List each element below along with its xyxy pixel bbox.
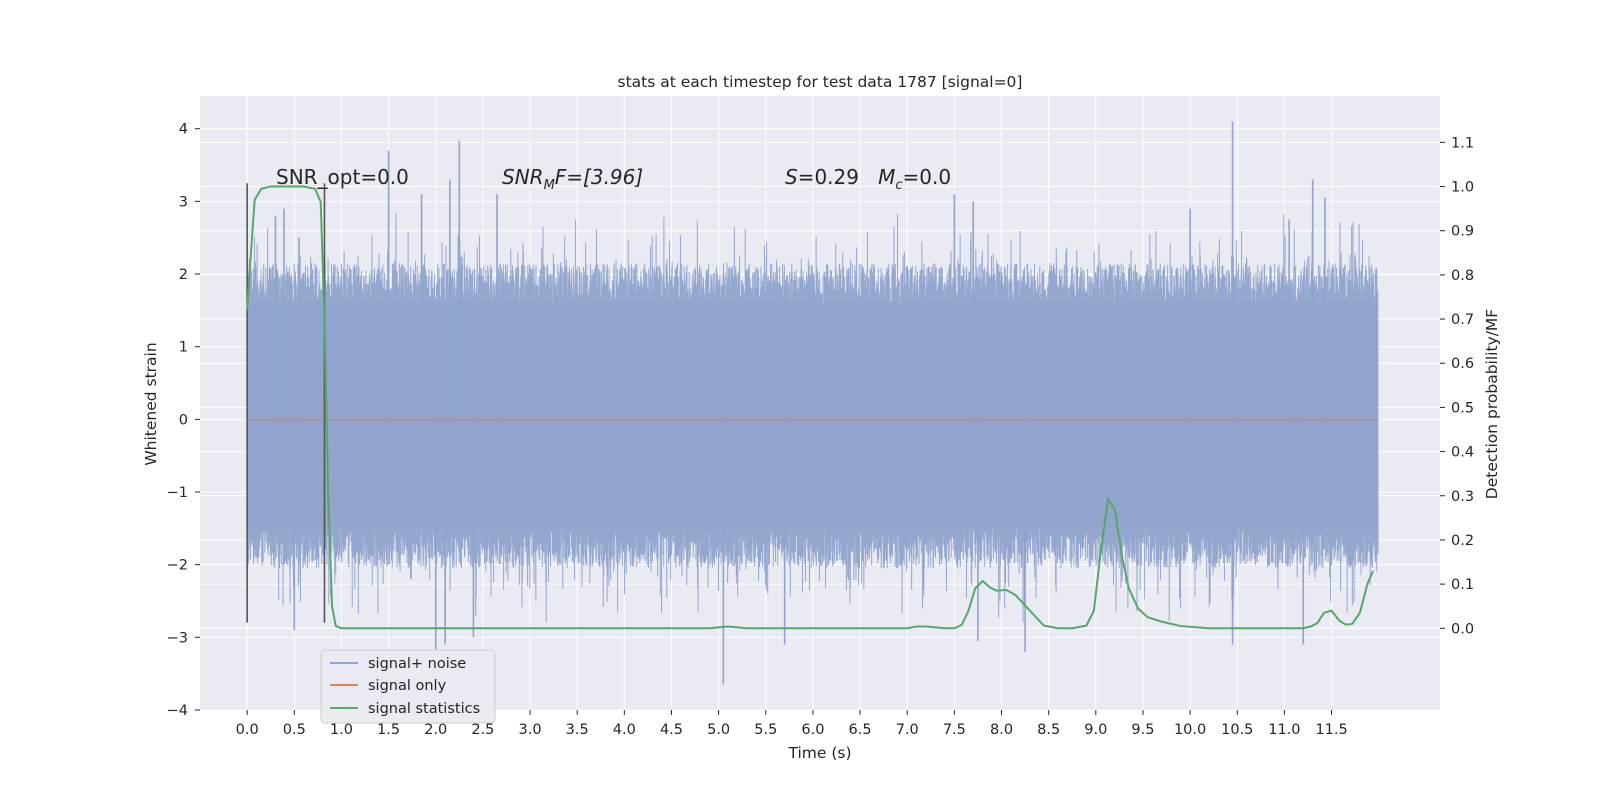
legend-label-signal-noise: signal+ noise: [368, 656, 466, 672]
y2-tick-label: 0.1: [1451, 577, 1474, 593]
y2-tick-label: 1.0: [1451, 180, 1474, 196]
y2-tick-label: 0.4: [1451, 445, 1474, 461]
legend-label-signal-only: signal only: [368, 678, 447, 694]
x-tick-label: 7.0: [896, 722, 919, 738]
chart-title: stats at each timestep for test data 178…: [618, 73, 1023, 91]
y-tick-label: −1: [167, 485, 188, 501]
y-tick-label: −3: [167, 630, 188, 646]
legend-label-signal-statistics: signal statistics: [368, 701, 480, 717]
y2-axis-label: Detection probability/MF: [1483, 309, 1501, 500]
x-tick-label: 4.0: [613, 722, 636, 738]
y2-tick-label: 0.8: [1451, 268, 1474, 284]
y-tick-label: 0: [179, 412, 188, 428]
y2-tick-label: 1.1: [1451, 135, 1474, 151]
signal-noise-series: [246, 121, 1379, 685]
y2-tick-label: 0.5: [1451, 400, 1474, 416]
y2-tick-label: 0.0: [1451, 621, 1474, 637]
y-tick-label: 2: [179, 267, 188, 283]
x-tick-label: 5.5: [754, 722, 777, 738]
annotation-snr-mf: SNRMF=[3.96]: [502, 165, 643, 193]
x-tick-label: 2.5: [471, 722, 494, 738]
y-tick-label: −2: [167, 558, 188, 574]
x-tick-label: 0.5: [283, 722, 306, 738]
x-tick-label: 9.5: [1131, 722, 1154, 738]
y2-tick-label: 0.6: [1451, 356, 1474, 372]
y-tick-label: 3: [179, 194, 188, 210]
y2-tick-label: 0.7: [1451, 312, 1474, 328]
x-tick-label: 10.0: [1174, 722, 1206, 738]
x-tick-label: 3.5: [566, 722, 589, 738]
x-tick-label: 8.5: [1037, 722, 1060, 738]
y-tick-label: −4: [167, 703, 188, 719]
x-tick-label: 11.5: [1315, 722, 1347, 738]
y-tick-label: 4: [179, 122, 188, 138]
x-tick-label: 3.0: [519, 722, 542, 738]
x-tick-label: 11.0: [1268, 722, 1300, 738]
legend: signal+ noise signal only signal statist…: [320, 649, 496, 724]
x-axis-label: Time (s): [787, 744, 851, 762]
x-tick-label: 9.0: [1084, 722, 1107, 738]
x-tick-label: 2.0: [424, 722, 447, 738]
signal-statistics-line: [246, 185, 1374, 630]
vertical-markers: [246, 183, 326, 623]
annotation-snr-opt: SNR_opt=0.0: [276, 165, 409, 189]
y-axis-label: Whitened strain: [142, 342, 160, 465]
x-tick-label: 10.5: [1221, 722, 1253, 738]
legend-box: [320, 649, 496, 724]
x-tick-label: 6.5: [849, 722, 872, 738]
y2-tick-label: 0.2: [1451, 533, 1474, 549]
x-tick-label: 6.0: [801, 722, 824, 738]
signal-statistics-series: [246, 185, 1374, 630]
y-tick-label: 1: [179, 340, 188, 356]
x-tick-label: 8.0: [990, 722, 1013, 738]
x-tick-label: 1.0: [330, 722, 353, 738]
x-tick-label: 0.0: [236, 722, 259, 738]
y2-tick-label: 0.3: [1451, 489, 1474, 505]
annotation-s-mc: S=0.29 Mc=0.0: [785, 165, 951, 193]
x-tick-label: 7.5: [943, 722, 966, 738]
x-tick-label: 1.5: [377, 722, 400, 738]
y2-tick-label: 0.9: [1451, 224, 1474, 240]
x-tick-label: 4.5: [660, 722, 683, 738]
x-tick-label: 5.0: [707, 722, 730, 738]
axes: 0.0 0.5 1.0 1.5 2.0 2.5 3.0 3.5 4.0 4.5 5.0 5.5 6.0 6…: [167, 122, 1474, 738]
